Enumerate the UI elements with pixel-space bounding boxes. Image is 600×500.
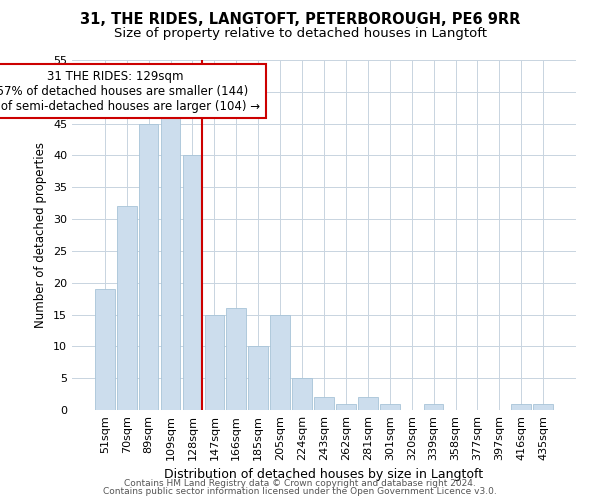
Text: Contains public sector information licensed under the Open Government Licence v3: Contains public sector information licen…: [103, 487, 497, 496]
Bar: [314, 398, 334, 410]
Bar: [161, 118, 181, 410]
Text: Size of property relative to detached houses in Langtoft: Size of property relative to detached ho…: [113, 28, 487, 40]
Text: 31, THE RIDES, LANGTOFT, PETERBOROUGH, PE6 9RR: 31, THE RIDES, LANGTOFT, PETERBOROUGH, P…: [80, 12, 520, 28]
Bar: [117, 206, 137, 410]
Bar: [380, 404, 400, 410]
Text: 31 THE RIDES: 129sqm
← 57% of detached houses are smaller (144)
41% of semi-deta: 31 THE RIDES: 129sqm ← 57% of detached h…: [0, 70, 260, 112]
Y-axis label: Number of detached properties: Number of detached properties: [34, 142, 47, 328]
Bar: [424, 404, 443, 410]
Bar: [533, 404, 553, 410]
Bar: [292, 378, 312, 410]
Bar: [182, 156, 202, 410]
Bar: [248, 346, 268, 410]
Bar: [336, 404, 356, 410]
Bar: [226, 308, 246, 410]
Bar: [358, 398, 378, 410]
Text: Contains HM Land Registry data © Crown copyright and database right 2024.: Contains HM Land Registry data © Crown c…: [124, 478, 476, 488]
Bar: [270, 314, 290, 410]
X-axis label: Distribution of detached houses by size in Langtoft: Distribution of detached houses by size …: [164, 468, 484, 481]
Bar: [95, 289, 115, 410]
Bar: [511, 404, 531, 410]
Bar: [205, 314, 224, 410]
Bar: [139, 124, 158, 410]
